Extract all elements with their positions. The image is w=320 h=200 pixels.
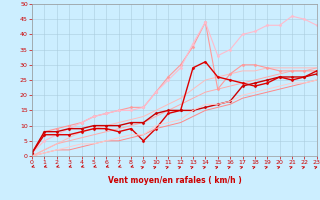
X-axis label: Vent moyen/en rafales ( km/h ): Vent moyen/en rafales ( km/h ) (108, 176, 241, 185)
